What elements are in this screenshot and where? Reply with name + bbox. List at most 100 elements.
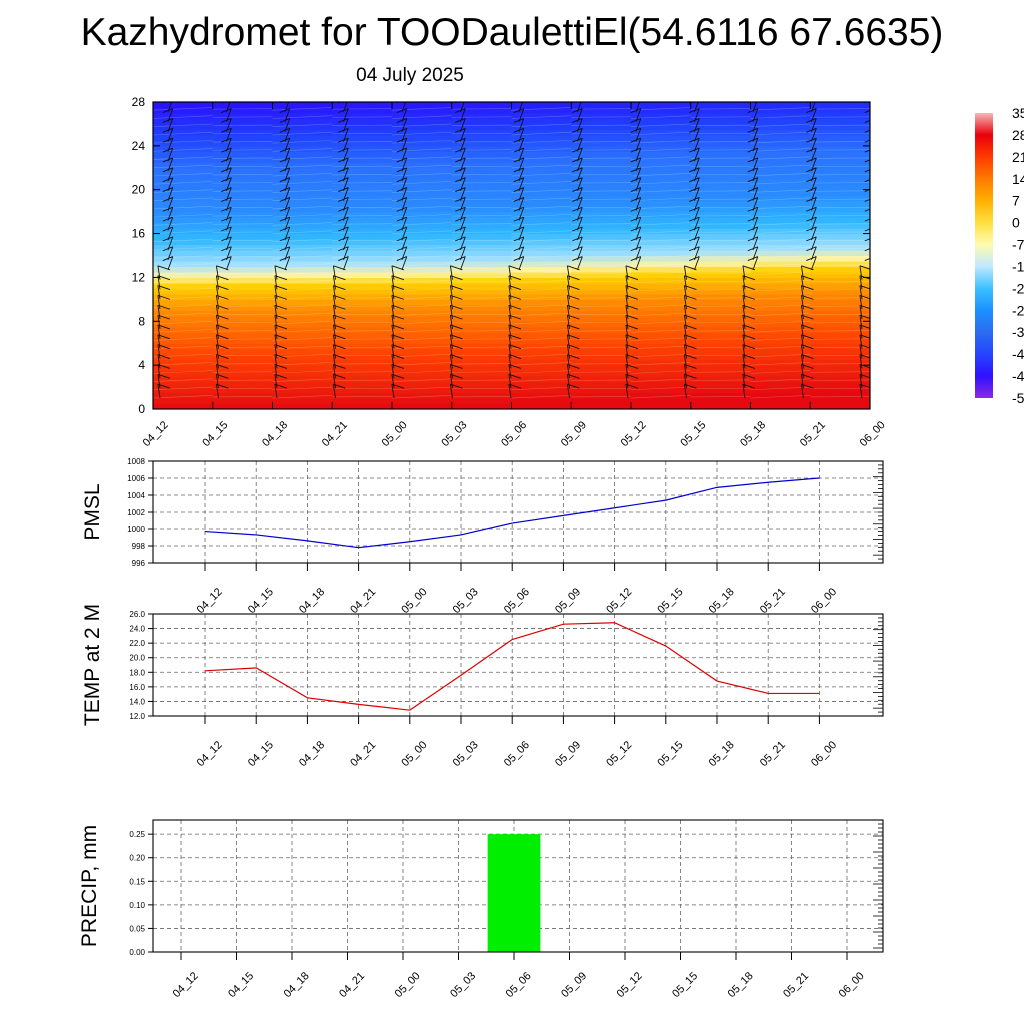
- wind-barb: [577, 207, 583, 221]
- contour-line: [810, 132, 870, 135]
- field-cell: [810, 332, 870, 339]
- wind-barb: [284, 236, 291, 251]
- contour-line: [153, 320, 213, 325]
- field-cell: [451, 370, 513, 377]
- x-tick-label: 04_18: [282, 970, 312, 1000]
- wind-barb-flag: [689, 196, 700, 202]
- contour-line: [810, 239, 870, 241]
- wind-barb: [226, 128, 232, 142]
- wind-barb-flag: [572, 187, 583, 192]
- field-cell: [631, 145, 692, 152]
- field-cell: [631, 162, 692, 169]
- field-cell: [571, 156, 632, 163]
- field-cell: [631, 398, 692, 405]
- wind-barb-flag: [338, 206, 349, 212]
- field-cell: [750, 184, 811, 191]
- field-cell: [392, 250, 453, 257]
- field-cell: [451, 206, 513, 213]
- field-cell: [750, 167, 811, 174]
- wind-barb-flag: [806, 147, 817, 153]
- field-cell: [571, 310, 632, 317]
- field-cell: [332, 288, 393, 295]
- field-cell: [272, 293, 333, 300]
- wind-barb-flag: [513, 216, 524, 222]
- contour-line: [810, 190, 870, 192]
- wind-barb: [752, 187, 759, 201]
- field-cell: [451, 112, 513, 120]
- field-cell: [212, 239, 274, 246]
- field-cell: [571, 392, 632, 399]
- field-cell: [153, 343, 214, 350]
- field-cell: [392, 233, 453, 240]
- wind-barb-flag: [747, 216, 758, 222]
- wind-barb-flag: [513, 147, 524, 153]
- field-cell: [690, 299, 752, 306]
- field-cell: [750, 359, 811, 366]
- wind-barb: [284, 197, 291, 211]
- wind-barb-flag: [513, 118, 524, 123]
- field-cell: [451, 156, 513, 163]
- field-cell: [810, 102, 870, 109]
- wind-barb-flag: [806, 236, 817, 242]
- field-cell: [571, 151, 632, 158]
- contour-line: [391, 362, 452, 366]
- contour-line: [451, 305, 512, 307]
- field-cell: [153, 233, 214, 240]
- wind-barb-flag: [396, 216, 407, 222]
- field-cell: [690, 167, 752, 174]
- field-cell: [392, 321, 453, 328]
- contour-line: [511, 115, 572, 119]
- field-cell: [690, 376, 752, 383]
- contour-line: [332, 239, 393, 241]
- field-cell: [212, 337, 274, 344]
- field-cell: [690, 310, 752, 317]
- field-cell: [153, 370, 214, 377]
- field-cell: [451, 145, 513, 152]
- contour-line: [332, 338, 393, 340]
- wind-barb: [508, 344, 512, 359]
- contour-line: [511, 296, 572, 300]
- contour-line: [690, 182, 751, 184]
- field-cell: [272, 140, 333, 147]
- wind-barb-flag: [221, 236, 232, 242]
- field-cell: [690, 381, 752, 388]
- wind-barb: [332, 295, 336, 310]
- wind-barb: [226, 157, 232, 172]
- contour-line: [153, 263, 213, 267]
- field-cell: [332, 102, 393, 109]
- wind-barb: [391, 344, 395, 359]
- contour-line: [212, 157, 273, 159]
- x-tick-label: 05_21: [798, 419, 828, 449]
- field-cell: [153, 222, 214, 229]
- wind-barb: [811, 246, 817, 261]
- contour-line: [212, 108, 273, 110]
- wind-barb: [742, 265, 746, 280]
- x-tick-label: 04_12: [141, 419, 171, 449]
- colorbar-label: -3: [1012, 324, 1024, 340]
- wind-barb: [167, 197, 174, 211]
- contour-line: [272, 296, 333, 300]
- wind-barb-flag: [806, 226, 817, 232]
- field-cell: [153, 145, 214, 152]
- contour-line: [571, 396, 632, 398]
- contour-line: [451, 149, 512, 151]
- wind-barb: [742, 305, 746, 320]
- contour-line: [332, 116, 393, 118]
- contour-line: [630, 238, 691, 243]
- contour-line: [451, 248, 512, 250]
- field-cell: [631, 107, 692, 114]
- wind-barb-flag: [396, 246, 407, 252]
- wind-barb-flag: [747, 147, 758, 153]
- field-cell: [511, 233, 572, 240]
- x-tick-label: 05_15: [670, 970, 700, 1000]
- wind-barb-flag: [572, 118, 583, 123]
- field-cell: [631, 348, 692, 355]
- wind-barb: [869, 130, 870, 132]
- contour-line: [153, 362, 213, 366]
- field-cell: [332, 403, 393, 409]
- field-cell: [212, 376, 274, 383]
- field-cell: [810, 195, 870, 202]
- field-cell: [153, 184, 214, 191]
- field-cell: [451, 178, 513, 185]
- wind-barb-flag: [630, 147, 641, 153]
